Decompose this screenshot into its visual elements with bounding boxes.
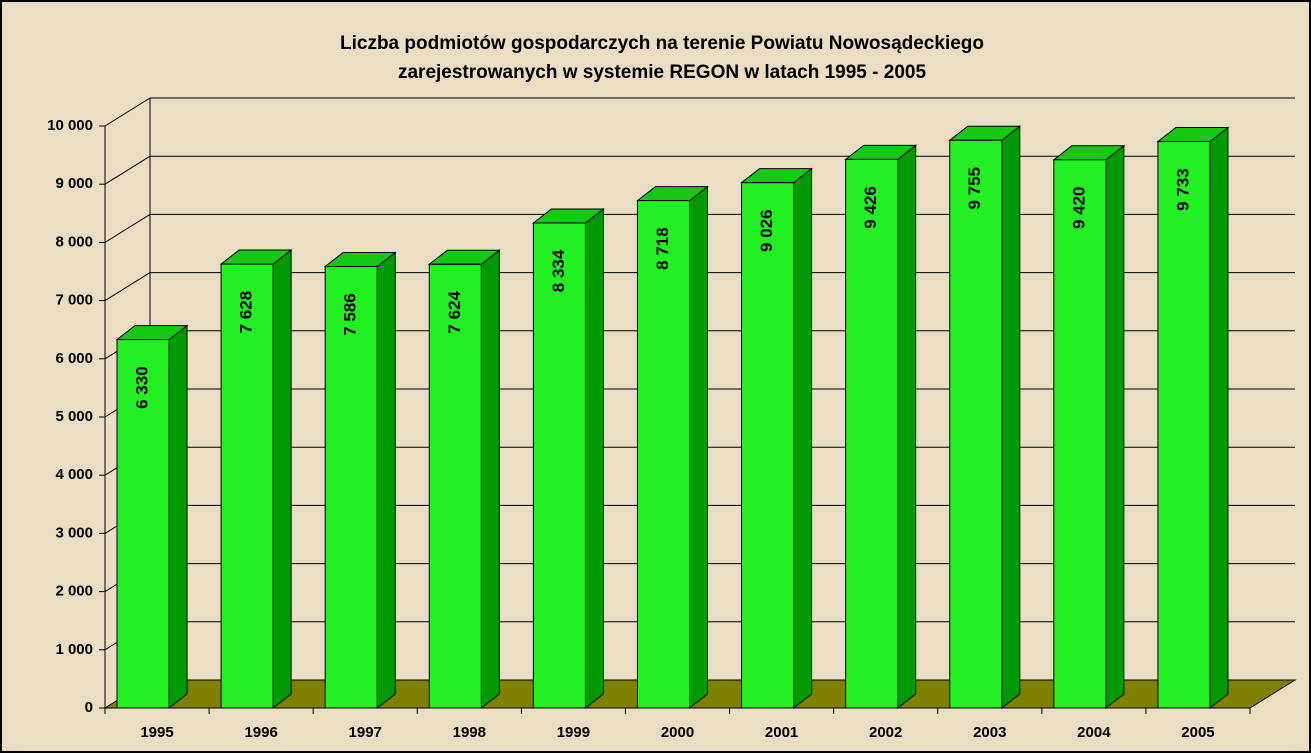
value-label: 8 718: [653, 227, 672, 270]
grid-line: [104, 155, 151, 185]
bar: [949, 139, 1003, 709]
grid-line: [104, 97, 151, 127]
bar: [741, 182, 795, 709]
y-tick-label: 9 000: [55, 175, 93, 192]
value-label: 9 026: [757, 209, 776, 252]
bar-side: [1209, 126, 1229, 710]
y-tick-label: 5 000: [55, 408, 93, 425]
bar-group: [1156, 126, 1230, 710]
bar: [324, 265, 378, 709]
x-tick-label: 1995: [140, 724, 173, 741]
y-tick-label: 2 000: [55, 583, 93, 600]
bar-group: [323, 251, 397, 710]
bar-group: [948, 125, 1022, 710]
bar: [116, 339, 170, 709]
bar-group: [635, 185, 709, 710]
x-tick-label: 1997: [349, 724, 382, 741]
bar: [1157, 141, 1211, 709]
bar-side: [1001, 125, 1021, 710]
bar-side: [1105, 144, 1125, 710]
x-tick-label: 2001: [765, 724, 798, 741]
bar-side: [376, 251, 396, 710]
bar: [220, 263, 274, 709]
bar-group: [531, 207, 605, 710]
bar-group: [740, 167, 814, 710]
value-label: 9 426: [861, 186, 880, 229]
bar-side: [272, 249, 292, 710]
value-label: 9 755: [965, 167, 984, 210]
grid-line: [104, 272, 151, 302]
chart-title: zarejestrowanych w systemie REGON w lata…: [398, 62, 926, 83]
x-tick-label: 1999: [557, 724, 590, 741]
bar: [636, 200, 690, 709]
value-label: 8 334: [549, 249, 568, 292]
value-label: 7 586: [341, 293, 360, 336]
bar: [428, 263, 482, 709]
bar-side: [584, 207, 604, 710]
x-tick-label: 2003: [973, 724, 1006, 741]
y-tick-label: 6 000: [55, 350, 93, 367]
value-label: 9 733: [1173, 168, 1192, 211]
value-label: 9 420: [1069, 186, 1088, 229]
x-tick-label: 2004: [1077, 724, 1111, 741]
x-tick-label: 2000: [661, 724, 694, 741]
bar-group: [1052, 144, 1126, 710]
value-label: 6 330: [133, 366, 152, 409]
y-tick-label: 4 000: [55, 466, 93, 483]
x-tick-label: 1998: [453, 724, 486, 741]
bar-group: [427, 249, 501, 710]
y-tick-label: 1 000: [55, 641, 93, 658]
value-label: 7 628: [237, 291, 256, 334]
bar: [845, 158, 899, 709]
chart-title: Liczba podmiotów gospodarczych na tereni…: [340, 33, 984, 54]
bar: [1053, 159, 1107, 709]
bar: [532, 222, 586, 709]
bar-side: [897, 144, 917, 710]
bar-side: [793, 167, 813, 710]
y-tick-label: 0: [85, 699, 93, 716]
x-tick-label: 2002: [869, 724, 902, 741]
x-tick-label: 1996: [244, 724, 277, 741]
y-tick-label: 7 000: [55, 292, 93, 309]
y-tick-label: 3 000: [55, 524, 93, 541]
bar-side: [689, 185, 708, 710]
bar-group: [219, 249, 293, 710]
bar-side: [168, 324, 188, 710]
y-tick-label: 10 000: [47, 117, 93, 134]
bar-group: [844, 144, 918, 710]
bar-side: [480, 249, 500, 710]
grid-line: [104, 213, 151, 243]
y-tick-label: 8 000: [55, 233, 93, 250]
bar-group: [115, 324, 189, 710]
x-tick-label: 2005: [1181, 724, 1214, 741]
value-label: 7 624: [445, 290, 464, 333]
